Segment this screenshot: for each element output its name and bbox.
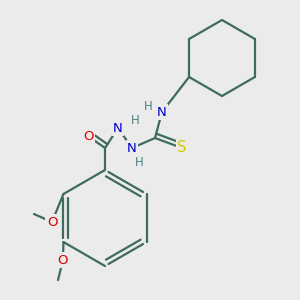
Text: N: N [113,122,123,134]
Text: N: N [127,142,137,154]
Text: N: N [157,106,167,118]
Text: O: O [58,254,68,266]
Text: H: H [135,157,143,169]
Text: H: H [144,100,152,113]
Text: O: O [83,130,93,142]
Text: O: O [47,215,57,229]
Text: S: S [177,140,187,155]
Text: H: H [130,113,140,127]
